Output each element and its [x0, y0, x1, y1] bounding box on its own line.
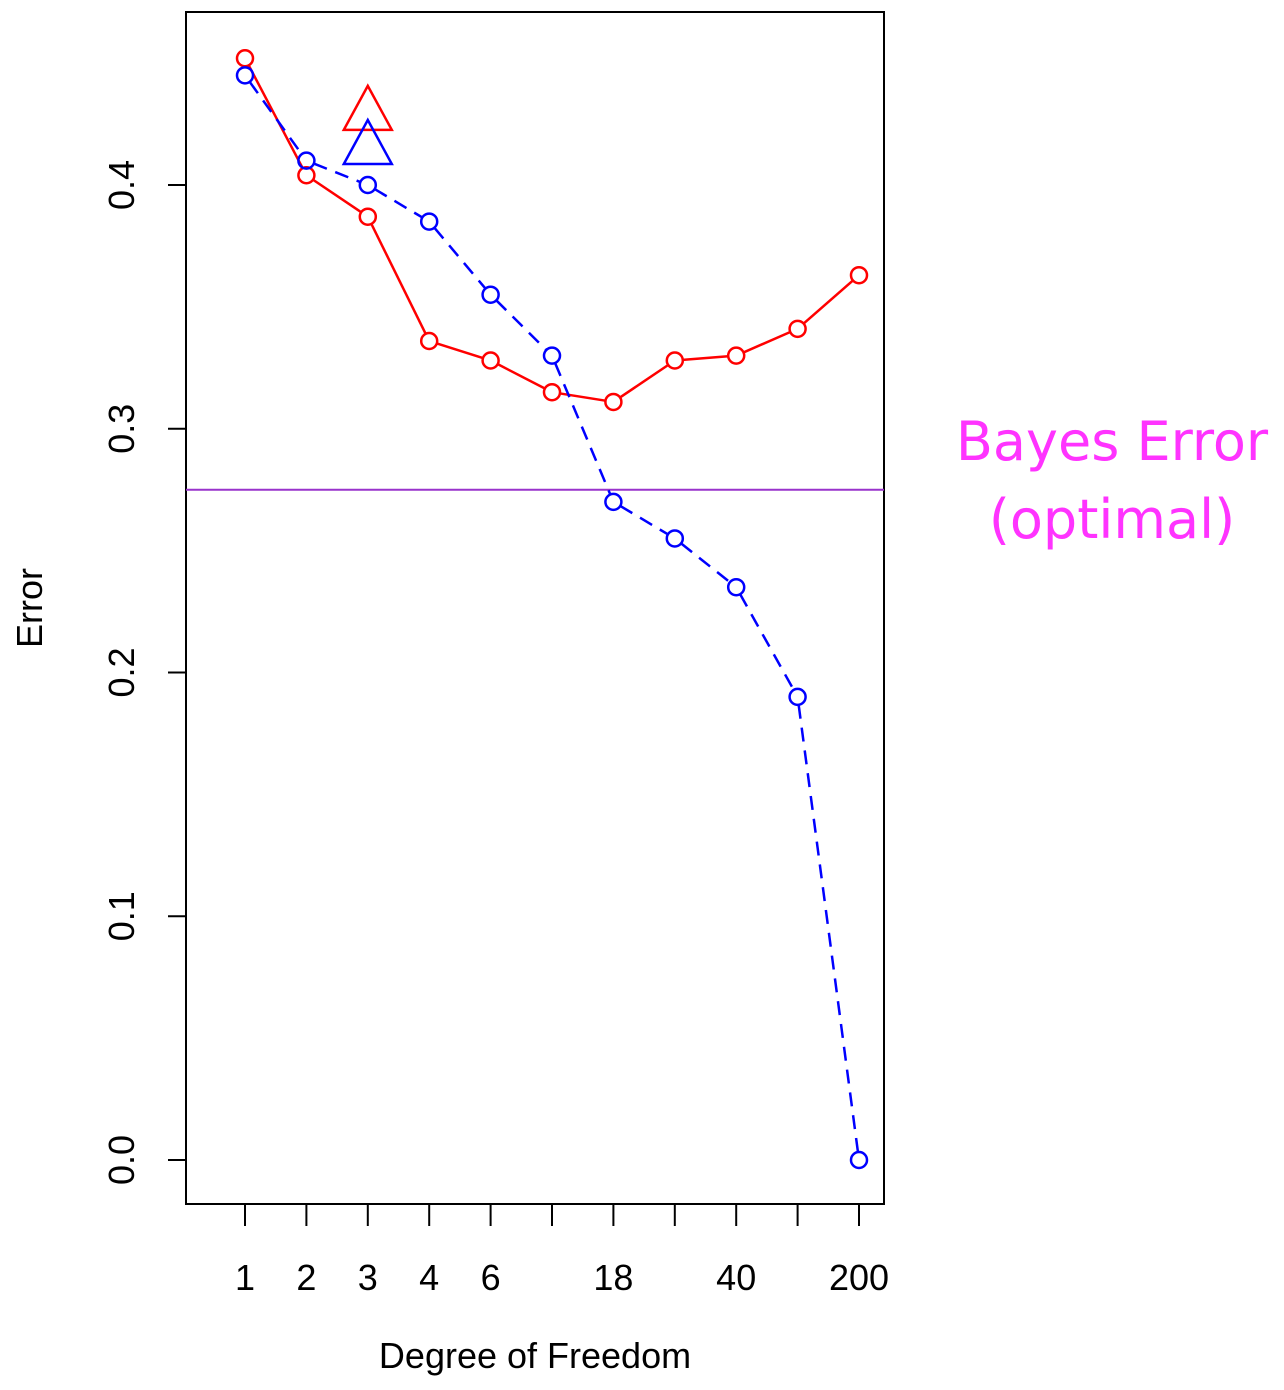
plot-frame [185, 11, 885, 1205]
data-point [788, 319, 807, 339]
series-line-segment [248, 81, 303, 155]
x-tick-label: 200 [829, 1257, 889, 1298]
series-layer [235, 49, 869, 1170]
series-line-segment [743, 330, 791, 354]
data-point [235, 66, 255, 85]
series-line-segment [680, 542, 731, 584]
data-point [665, 529, 685, 548]
y-tick-label: 0.2 [101, 647, 142, 697]
x-axis-title: Degree of Freedom [379, 1335, 691, 1376]
series-line-segment [559, 392, 606, 402]
data-point [358, 207, 378, 226]
data-point [604, 392, 623, 412]
series-line-segment [797, 704, 860, 1153]
y-tick-label: 0.4 [101, 160, 142, 210]
data-point [481, 351, 500, 370]
data-point [665, 351, 685, 370]
data-point [604, 492, 623, 512]
series-line-segment [247, 64, 304, 169]
data-point [297, 151, 316, 170]
data-point [542, 346, 562, 365]
data-point [419, 331, 439, 351]
data-point [358, 175, 378, 195]
series-line-segment [495, 299, 548, 351]
series-line-segment [802, 279, 854, 325]
y-tick-label: 0.1 [101, 891, 142, 941]
series-line-segment [682, 355, 729, 362]
bayes-error-annotation-line-2: (optimal) [989, 488, 1235, 551]
series-line-segment [553, 362, 612, 495]
y-tick-label: 0.3 [101, 404, 142, 454]
series-line-segment [497, 363, 546, 390]
data-point [297, 166, 316, 185]
bayes-error-annotation-line-1: Bayes Error [956, 410, 1269, 473]
data-point [726, 577, 746, 597]
y-axis: 0.0 0.1 0.2 0.3 0.4 [101, 160, 186, 1185]
x-tick-label: 40 [716, 1257, 756, 1298]
series-line-segment [370, 223, 427, 335]
data-point [235, 49, 255, 68]
data-point [849, 265, 869, 285]
x-tick-label: 2 [296, 1257, 316, 1298]
x-axis: 1 2 3 4 6 18 40 200 [235, 1204, 889, 1298]
series-line-segment [313, 162, 361, 184]
series-line-segment [739, 593, 795, 691]
series-line-segment [312, 178, 362, 214]
series-line-segment [433, 226, 487, 290]
y-tick-label: 0.0 [101, 1135, 142, 1185]
series-line-segment [374, 188, 423, 219]
data-point [481, 285, 500, 304]
data-point [542, 382, 562, 402]
x-tick-label: 3 [358, 1257, 378, 1298]
series-line-segment [436, 342, 484, 360]
triangle-marker [341, 117, 394, 166]
data-point [419, 212, 439, 231]
data-point [788, 687, 807, 707]
triangle-marker [341, 83, 394, 132]
x-tick-label: 4 [419, 1257, 439, 1298]
data-point [849, 1150, 869, 1170]
x-tick-label: 6 [481, 1257, 501, 1298]
series-line-segment [619, 504, 669, 536]
y-axis-title: Error [9, 568, 50, 648]
x-tick-label: 18 [593, 1257, 633, 1298]
triangle-markers [341, 83, 394, 166]
x-tick-label: 1 [235, 1257, 255, 1298]
data-point [726, 346, 746, 365]
series-line-segment [619, 363, 669, 399]
